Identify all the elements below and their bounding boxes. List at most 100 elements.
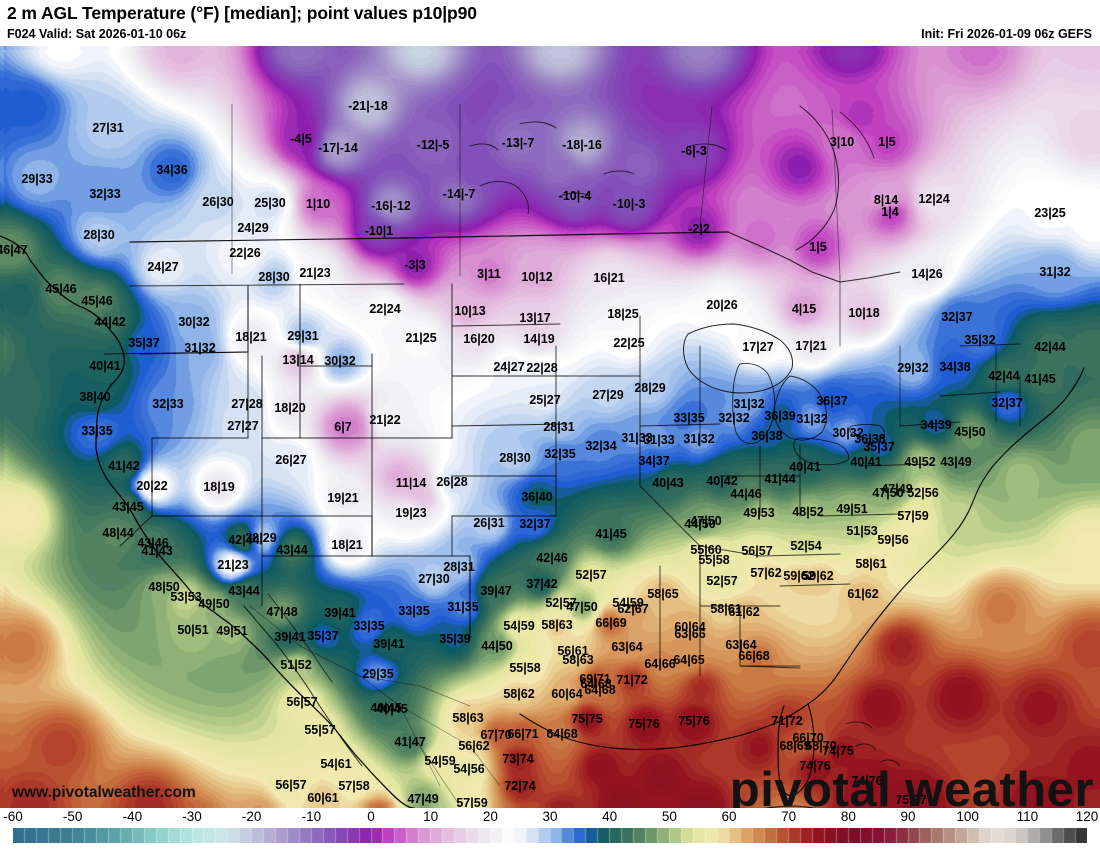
point-value-label: 41|45: [1024, 371, 1056, 386]
point-value-label: 54|59: [612, 595, 644, 610]
point-value-label: 31|33: [621, 430, 653, 445]
point-value-label: 21|23: [299, 265, 331, 280]
point-value-label: 31|33: [643, 432, 675, 447]
point-value-label: 43|45: [112, 499, 144, 514]
point-value-label: 41|42: [108, 458, 140, 473]
point-value-label: 56|57: [275, 777, 307, 792]
point-value-label: 32|37: [941, 309, 973, 324]
point-value-label: 59|62: [802, 568, 834, 583]
point-value-label: 21|22: [369, 412, 401, 427]
point-value-label: 42|44: [988, 368, 1020, 383]
point-value-label: 31|32: [683, 431, 715, 446]
point-value-label: 63|64: [725, 637, 757, 652]
point-value-label: 42|46: [536, 550, 568, 565]
page-title: 2 m AGL Temperature (°F) [median]; point…: [7, 3, 477, 23]
point-value-label: 30|32: [178, 314, 210, 329]
point-value-label: 55|57: [304, 722, 336, 737]
point-value-label: 3|11: [477, 266, 501, 281]
point-value-label: 49|51: [836, 501, 868, 516]
point-value-label: 47|50: [566, 599, 598, 614]
point-value-label: 32|34: [585, 438, 617, 453]
point-value-label: 42|44: [1034, 339, 1066, 354]
point-value-label: 64|68: [580, 676, 612, 691]
point-value-label: 13|17: [519, 310, 551, 325]
point-value-label: 19|23: [395, 505, 427, 520]
point-value-label: 22|24: [369, 301, 401, 316]
point-value-label: 45|46: [45, 281, 77, 296]
colorbar-tick: 50: [661, 809, 677, 824]
point-value-label: 18|20: [274, 400, 306, 415]
point-value-label: 43|44: [276, 542, 308, 557]
map-viewport[interactable]: 27|31 29|33 32|33 34|36 26|30 25|30 1|10 28|30 2…: [0, 46, 1100, 808]
point-value-label: 47|48: [266, 604, 298, 619]
point-value-label: 28|31: [443, 559, 475, 574]
point-value-label: 39|41: [274, 629, 306, 644]
point-value-label: 61|62: [847, 586, 879, 601]
point-value-label: 44|42: [94, 314, 126, 329]
point-value-label: 27|28: [231, 396, 263, 411]
point-value-label: 40|45: [370, 700, 402, 715]
point-value-label: 62|67: [617, 601, 649, 616]
point-value-label: 63|64: [611, 639, 643, 654]
colorbar-tick: -20: [241, 809, 262, 824]
point-value-label: 18|21: [235, 329, 267, 344]
point-value-label: 66|68: [738, 648, 770, 663]
point-value-label: 45|50: [954, 424, 986, 439]
point-value-label: 71|72: [771, 713, 803, 728]
point-value-label: 54|59: [424, 753, 456, 768]
point-value-label: 3|10: [829, 134, 855, 149]
colorbar-tick: -60: [3, 809, 23, 824]
point-value-label: 29|33: [21, 171, 53, 186]
point-value-label: 52|57: [706, 573, 738, 588]
point-value-label: 24|27: [147, 259, 179, 274]
colorbar-tick: 30: [542, 809, 558, 824]
header-bar: 2 m AGL Temperature (°F) [median]; point…: [0, 0, 1100, 46]
point-value-label: 31|32: [733, 396, 765, 411]
point-value-label: 56|62: [458, 738, 490, 753]
point-value-label: 37|42: [526, 576, 558, 591]
point-value-label: 28|31: [543, 419, 575, 434]
point-value-label: 52|54: [790, 538, 822, 553]
colorbar-gradient: [13, 828, 1087, 843]
point-value-label: 57|59: [456, 795, 488, 808]
point-value-label: 44|50: [481, 638, 513, 653]
valid-time-label: F024 Valid: Sat 2026-01-10 06z: [7, 27, 187, 41]
point-value-label: 60|64: [674, 619, 706, 634]
point-value-label: 36|40: [521, 489, 553, 504]
point-value-label: 6|7: [334, 419, 352, 434]
point-value-label: 75|76: [628, 716, 660, 731]
point-value-label: 34|36: [156, 162, 188, 177]
point-value-label: 27|30: [418, 571, 450, 586]
point-value-label: 47|50: [872, 485, 904, 500]
point-value-label: 72|74: [504, 778, 536, 793]
point-value-label: 58|61: [710, 601, 742, 616]
colorbar-tick: -10: [301, 809, 322, 824]
point-value-label: 27|31: [92, 120, 124, 135]
point-value-label: 41|47: [394, 734, 426, 749]
point-value-label: -14|-7: [442, 186, 476, 201]
point-value-label: 58|63: [562, 652, 594, 667]
point-value-label: 49|53: [743, 505, 775, 520]
point-value-label: 48|52: [792, 504, 824, 519]
point-value-label: 17|21: [795, 338, 827, 353]
point-value-label: 24|27: [493, 359, 525, 374]
site-url-watermark: www.pivotalweather.com: [12, 784, 196, 801]
point-value-label: 75|76: [678, 713, 710, 728]
point-value-label: 18|25: [607, 306, 639, 321]
colorbar-tick: 20: [482, 809, 498, 824]
point-value-label: 61|62: [728, 604, 760, 619]
colorbar-tick: -40: [122, 809, 143, 824]
point-value-label: 71|72: [616, 672, 648, 687]
point-value-label: 1|5: [809, 239, 827, 254]
point-value-label: 39|41: [373, 636, 405, 651]
point-value-label: 54|59: [503, 618, 535, 633]
point-value-label: 58|63: [452, 710, 484, 725]
point-value-label: 28|29: [634, 380, 666, 395]
point-value-label: 34|39: [920, 417, 952, 432]
point-value-label: 64|65: [673, 652, 705, 667]
point-value-label: 33|35: [353, 618, 385, 633]
point-value-label: 57|59: [897, 508, 929, 523]
point-value-label: 69|71: [579, 671, 611, 686]
point-value-label: 52|57: [575, 567, 607, 582]
point-value-label: 54|56: [453, 761, 485, 776]
